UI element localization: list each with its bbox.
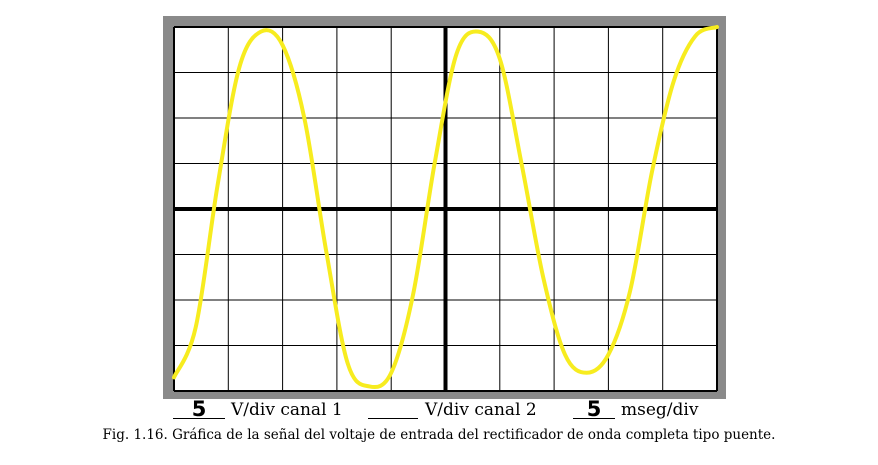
ch2-volts-per-div-value bbox=[368, 400, 418, 419]
figure-caption: Fig. 1.16. Gráfica de la señal del volta… bbox=[102, 427, 776, 443]
scale-settings: 5 V/div canal 1 V/div canal 2 5 mseg/div bbox=[163, 399, 726, 424]
scope-plot bbox=[172, 25, 719, 392]
series-line bbox=[172, 25, 719, 390]
oscilloscope-screen bbox=[163, 16, 726, 399]
time-per-div-unit: mseg/div bbox=[621, 400, 699, 420]
ch2-volts-per-div-unit: V/div canal 2 bbox=[425, 400, 537, 420]
ch1-volts-per-div-value: 5 bbox=[173, 399, 225, 420]
grid bbox=[173, 26, 718, 392]
ch1-volts-per-div-unit: V/div canal 1 bbox=[231, 400, 343, 420]
signal-trace bbox=[172, 25, 719, 390]
time-per-div-value: 5 bbox=[573, 399, 615, 420]
